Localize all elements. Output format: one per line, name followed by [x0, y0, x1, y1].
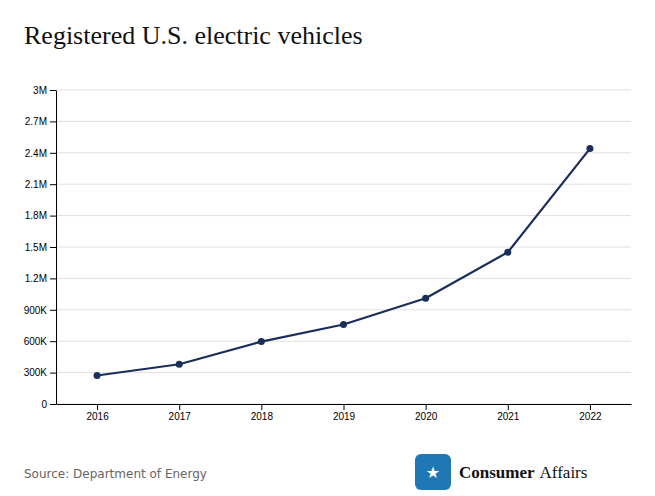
x-tick: 2019	[333, 404, 356, 422]
y-tick-label: 2.4M	[25, 148, 47, 159]
grid-line	[56, 309, 631, 310]
x-tick-label: 2018	[251, 411, 274, 422]
marker	[94, 372, 101, 379]
grid-line	[56, 341, 631, 342]
y-tick-label: 0	[41, 399, 47, 410]
x-tick-mark	[590, 404, 591, 410]
grid-line	[56, 372, 631, 373]
x-tick-mark	[261, 404, 262, 410]
y-tick-label: 3M	[33, 85, 47, 96]
y-tick-label: 300K	[24, 367, 48, 378]
x-tick-label: 2020	[415, 411, 438, 422]
y-tick-label: 1.8M	[25, 210, 47, 221]
y-tick: 900K	[24, 305, 56, 316]
y-tick-label: 2.1M	[25, 179, 47, 190]
title: Registered U.S. electric vehicles	[24, 21, 363, 50]
x-tick-mark	[344, 404, 345, 410]
x-tick: 2021	[497, 404, 520, 422]
grid-line	[56, 152, 631, 153]
y-tick: 300K	[24, 367, 56, 378]
marker	[258, 338, 265, 345]
y-tick-mark	[50, 153, 56, 154]
y-tick-label: 2.7M	[25, 116, 47, 127]
x-tick-label: 2021	[497, 411, 520, 422]
x-tick-label: 2022	[579, 411, 602, 422]
y-tick: 2.4M	[25, 148, 56, 159]
grid-line	[56, 121, 631, 122]
x-tick-label: 2019	[333, 411, 356, 422]
marker	[176, 361, 183, 368]
y-tick: 1.8M	[25, 210, 56, 221]
y-tick-mark	[50, 121, 56, 122]
logo-star: ★	[426, 463, 440, 482]
y-tick-mark	[50, 184, 56, 185]
x-tick-label: 2016	[86, 411, 109, 422]
grid-line	[56, 184, 631, 185]
x-tick-mark	[508, 404, 509, 410]
x-tick: 2016	[86, 404, 109, 422]
y-tick-label: 1.5M	[25, 242, 47, 253]
chart: Registered U.S. electric vehicles 0 300K 60…	[0, 0, 655, 496]
marker	[586, 145, 593, 152]
y-tick-mark	[50, 278, 56, 279]
x-tick: 2018	[251, 404, 274, 422]
y-tick-mark	[50, 247, 56, 248]
y-tick: 2.7M	[25, 116, 56, 127]
y-tick: 1.2M	[25, 273, 56, 284]
y-tick: 1.5M	[25, 242, 56, 253]
grid	[56, 90, 631, 404]
grid-line	[56, 215, 631, 216]
logo-text: Affairs	[540, 463, 588, 482]
y-axis: 0 300K 600K 900K 1.2M 1.5M 1.8M 2.1M 2.4M 2.7M 3M	[24, 85, 57, 410]
y-tick-mark	[50, 404, 56, 405]
series	[94, 145, 594, 379]
x-tick-mark	[426, 404, 427, 410]
y-axis-line	[56, 91, 57, 405]
grid-line	[56, 90, 631, 91]
x-tick-label: 2017	[169, 411, 192, 422]
y-tick: 600K	[24, 336, 56, 347]
marker	[504, 249, 511, 256]
y-tick-mark	[50, 90, 56, 91]
x-tick: 2020	[415, 404, 438, 422]
plot-area: 0 300K 600K 900K 1.2M 1.5M 1.8M 2.1M 2.4M 2.7M 3M 2…	[24, 85, 632, 422]
x-tick-mark	[97, 404, 98, 410]
y-tick-label: 1.2M	[25, 273, 47, 284]
x-tick: 2017	[169, 404, 192, 422]
y-tick: 0	[41, 399, 56, 410]
y-tick-mark	[50, 341, 56, 342]
x-tick-mark	[179, 404, 180, 410]
y-tick-label: 600K	[24, 336, 48, 347]
y-tick-mark	[50, 216, 56, 217]
line	[97, 149, 590, 376]
y-tick-mark	[50, 373, 56, 374]
logo: ★ Consumer Affairs	[415, 454, 587, 490]
y-tick-label: 900K	[24, 305, 48, 316]
x-axis: 2016 2017 2018 2019 2020 2021 2022	[57, 404, 632, 422]
y-tick: 2.1M	[25, 179, 56, 190]
marker	[422, 295, 429, 302]
logo-text: Consumer	[459, 463, 535, 482]
y-tick: 3M	[33, 85, 56, 96]
grid-line	[56, 278, 631, 279]
marker	[340, 321, 347, 328]
y-tick-mark	[50, 310, 56, 311]
grid-line	[56, 247, 631, 248]
source: Source: Department of Energy	[24, 467, 207, 481]
logo-badge	[415, 454, 451, 490]
x-tick: 2022	[579, 404, 602, 422]
